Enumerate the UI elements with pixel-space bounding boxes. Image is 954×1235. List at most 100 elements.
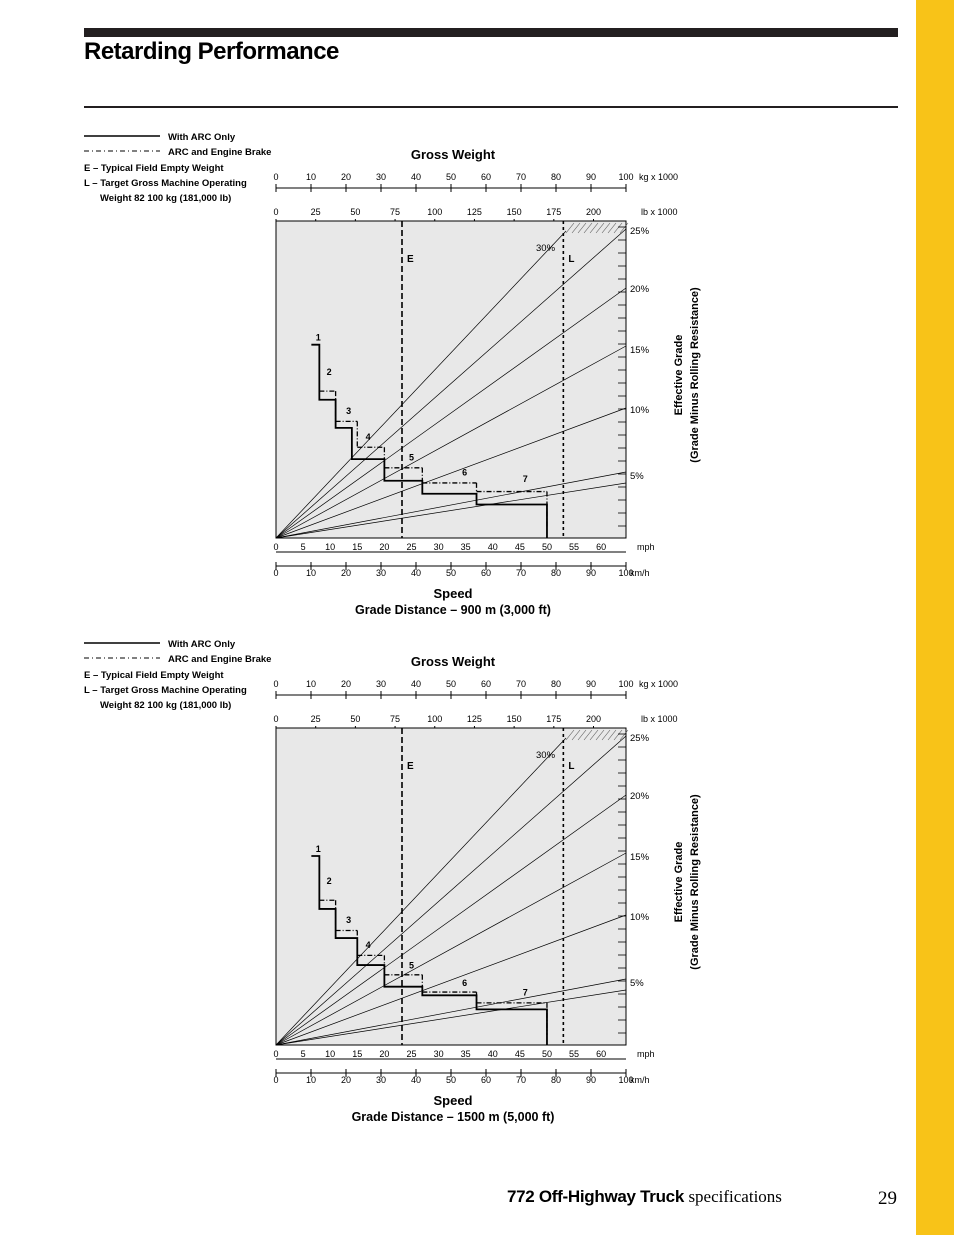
lb-tick-label: 175 (546, 714, 561, 724)
grade-label: 25% (630, 226, 650, 237)
mph-tick-label: 20 (379, 542, 389, 552)
grade-line-30 (275, 230, 567, 539)
retarding-chart-1500m: With ARC Only ARC and Engine Brake E – Typ… (84, 639, 701, 1124)
gear-label: 6 (462, 468, 467, 478)
grade-line-20 (275, 794, 627, 1046)
footer-caption: 772 Off-Highway Truck specifications (507, 1187, 782, 1207)
kg-tick-label: 40 (411, 679, 421, 689)
mph-tick-label: 50 (542, 1049, 552, 1059)
gear-label: 3 (346, 915, 351, 925)
legend-label: With ARC Only (168, 132, 236, 143)
kmh-tick-label: 70 (516, 568, 526, 578)
hatch-line (577, 729, 587, 741)
hatch-line (607, 222, 617, 234)
mph-tick-label: 15 (352, 542, 362, 552)
kmh-tick-label: 20 (341, 568, 351, 578)
page-number: 29 (878, 1188, 897, 1209)
x-axis-label: Speed (433, 586, 472, 601)
kg-tick-label: 30 (376, 679, 386, 689)
lb-tick-label: 0 (273, 714, 278, 724)
kmh-tick-label: 0 (273, 568, 278, 578)
plot-area (275, 220, 627, 539)
kmh-tick-label: 100 (618, 1075, 633, 1085)
grade-curve-low (275, 989, 627, 1046)
lb-tick-label: 50 (350, 714, 360, 724)
kmh-tick-label: 40 (411, 568, 421, 578)
kg-tick-label: 70 (516, 172, 526, 182)
accent-side-bar (916, 0, 954, 1235)
kmh-tick-label: 50 (446, 1075, 456, 1085)
mph-tick-label: 25 (406, 542, 416, 552)
header-rule (84, 28, 898, 37)
kmh-tick-label: 10 (306, 1075, 316, 1085)
grade-line-15 (275, 345, 627, 539)
legend-note: E – Typical Field Empty Weight (84, 670, 224, 681)
hatch-line (619, 729, 629, 741)
kg-tick-label: 10 (306, 679, 316, 689)
lb-tick-label: 150 (507, 207, 522, 217)
mph-tick-label: 30 (434, 542, 444, 552)
grade-30-label: 30% (536, 243, 556, 254)
marker-label-L: L (568, 254, 574, 265)
kmh-tick-label: 90 (586, 568, 596, 578)
mph-tick-label: 0 (273, 1049, 278, 1059)
gear-label: 4 (366, 940, 371, 950)
kmh-tick-label: 20 (341, 1075, 351, 1085)
hatch-line (613, 729, 623, 741)
kmh-unit-label: km/h (630, 1075, 650, 1085)
mph-tick-label: 35 (461, 1049, 471, 1059)
grade-label: 5% (630, 471, 644, 482)
lb-tick-label: 150 (507, 714, 522, 724)
hatch-line (571, 729, 581, 741)
plot-area (275, 727, 627, 1046)
hatch-line (571, 222, 581, 234)
hatch-line (607, 729, 617, 741)
kg-tick-label: 80 (551, 679, 561, 689)
grade-line-5 (275, 978, 627, 1046)
legend-note: L – Target Gross Machine Operating (84, 685, 247, 696)
legend-label: ARC and Engine Brake (168, 147, 271, 158)
hatch-line (577, 222, 587, 234)
grade-line-5 (275, 471, 627, 539)
kg-tick-label: 10 (306, 172, 316, 182)
mph-tick-label: 60 (596, 1049, 606, 1059)
grade-line-30 (275, 737, 567, 1046)
marker-label-E: E (407, 254, 414, 265)
marker-label-E: E (407, 761, 414, 772)
grade-line-10 (275, 914, 627, 1046)
y2-label-line1: Effective Grade (673, 335, 685, 416)
lb-unit-label: lb x 1000 (641, 207, 678, 217)
grade-label: 15% (630, 345, 650, 356)
mph-tick-label: 60 (596, 542, 606, 552)
lb-tick-label: 125 (467, 207, 482, 217)
footer-product-name: 772 Off-Highway Truck (507, 1187, 684, 1206)
kg-tick-label: 20 (341, 679, 351, 689)
grade-line-15 (275, 852, 627, 1046)
hatch-line (589, 729, 599, 741)
lb-tick-label: 175 (546, 207, 561, 217)
kmh-tick-label: 70 (516, 1075, 526, 1085)
gear-label: 2 (327, 367, 332, 377)
kmh-tick-label: 30 (376, 568, 386, 578)
grade-line-25 (275, 228, 627, 539)
lb-tick-label: 0 (273, 207, 278, 217)
kg-tick-label: 20 (341, 172, 351, 182)
kmh-tick-label: 80 (551, 568, 561, 578)
mph-tick-label: 0 (273, 542, 278, 552)
kmh-tick-label: 60 (481, 1075, 491, 1085)
grade-label: 25% (630, 733, 650, 744)
hatch-line (565, 222, 575, 234)
kmh-tick-label: 100 (618, 568, 633, 578)
mph-tick-label: 10 (325, 1049, 335, 1059)
title-divider (84, 106, 898, 108)
kmh-tick-label: 80 (551, 1075, 561, 1085)
kmh-tick-label: 40 (411, 1075, 421, 1085)
mph-tick-label: 50 (542, 542, 552, 552)
mph-tick-label: 55 (569, 1049, 579, 1059)
mph-tick-label: 5 (301, 542, 306, 552)
retarding-chart-900m: With ARC Only ARC and Engine Brake E – Typ… (84, 132, 701, 617)
y2-label-line2: (Grade Minus Rolling Resistance) (689, 287, 701, 463)
hatch-line (589, 222, 599, 234)
lb-tick-label: 75 (390, 714, 400, 724)
kmh-tick-label: 90 (586, 1075, 596, 1085)
